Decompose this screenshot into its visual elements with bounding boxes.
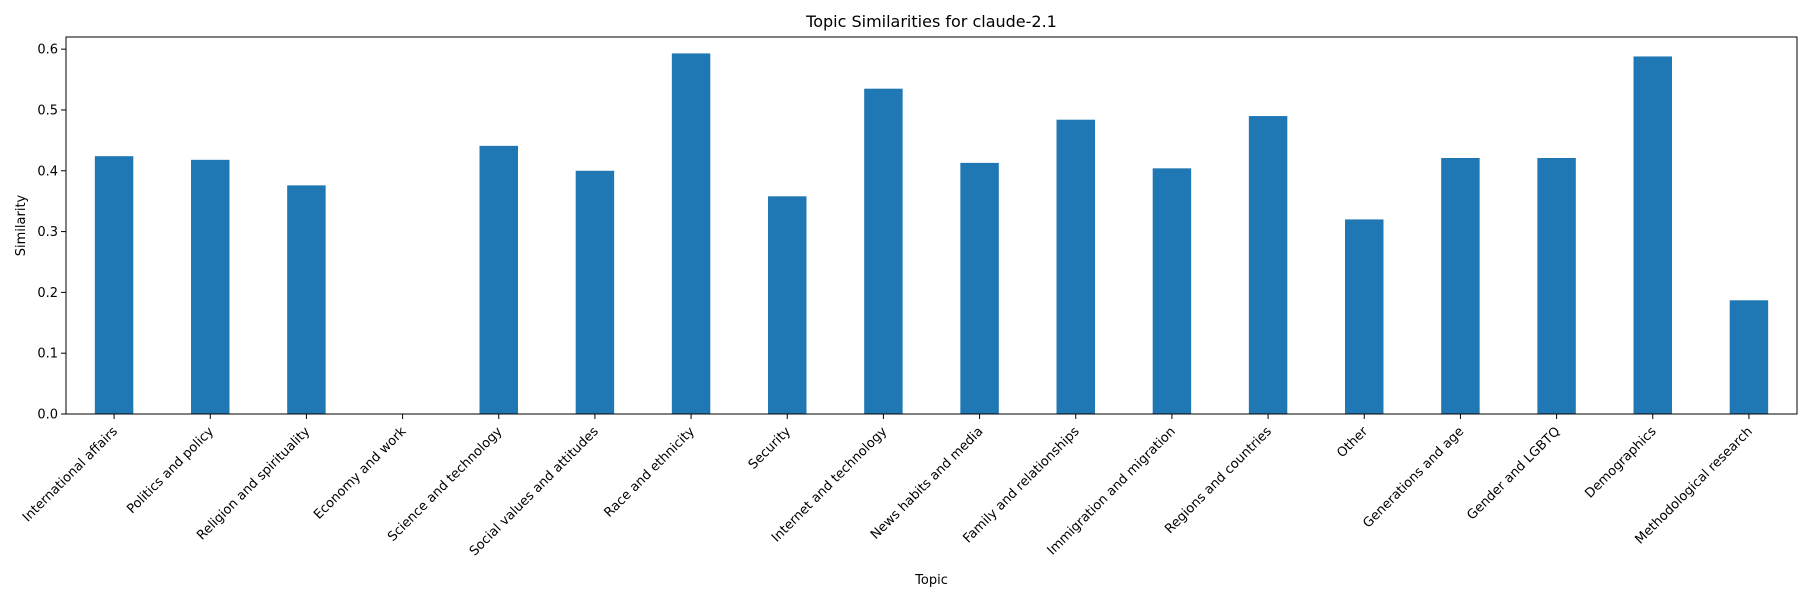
y-tick-label: 0.2: [37, 286, 58, 301]
x-tick-label: Other: [1334, 424, 1371, 461]
bar-5: [575, 170, 615, 414]
y-tick-label: 0.3: [37, 225, 58, 240]
bar-6: [671, 53, 711, 414]
bar-7: [768, 196, 807, 414]
x-tick-label: Generations and age: [1360, 424, 1467, 531]
plot-frame: [65, 36, 1798, 415]
bars-layer: [94, 53, 1769, 414]
bar-0: [94, 156, 134, 414]
x-tick-label: Gender and LGBTQ: [1464, 424, 1563, 523]
x-tick-label: Race and ethnicity: [602, 424, 699, 521]
y-tick-label: 0.1: [37, 347, 58, 362]
x-tick-label: International affairs: [20, 424, 121, 525]
chart-title: Topic Similarities for claude-2.1: [805, 12, 1057, 31]
x-tick-label: Religion and spirituality: [194, 424, 313, 543]
y-tick-label: 0.6: [37, 43, 58, 58]
bar-4: [479, 145, 518, 414]
x-axis-label: Topic: [914, 573, 948, 588]
y-axis-label: Similarity: [14, 194, 29, 256]
bar-14: [1441, 158, 1480, 414]
bar-11: [1152, 168, 1192, 414]
bar-13: [1345, 219, 1384, 414]
bar-12: [1248, 116, 1288, 414]
x-axis: International affairs Politics and policy…: [20, 414, 1756, 559]
bar-8: [864, 88, 903, 414]
y-axis: 0.0 0.1 0.2 0.3 0.4 0.5 0.6: [37, 43, 66, 423]
bar-9: [960, 162, 999, 414]
bar-17: [1729, 300, 1769, 414]
x-tick-label: Security: [746, 424, 795, 473]
x-tick-label: Regions and countries: [1162, 424, 1275, 537]
y-tick-label: 0.0: [37, 408, 58, 423]
bar-15: [1537, 158, 1576, 414]
x-tick-label: Demographics: [1582, 424, 1659, 501]
bar-2: [287, 185, 326, 414]
x-tick-label: News habits and media: [868, 424, 986, 542]
bar-1: [191, 159, 230, 414]
y-tick-label: 0.4: [37, 164, 58, 179]
x-tick-label: Politics and policy: [124, 424, 217, 517]
x-tick-label: Economy and work: [311, 424, 410, 523]
y-tick-label: 0.5: [37, 103, 58, 118]
bar-10: [1056, 119, 1095, 414]
bar-16: [1633, 56, 1672, 414]
